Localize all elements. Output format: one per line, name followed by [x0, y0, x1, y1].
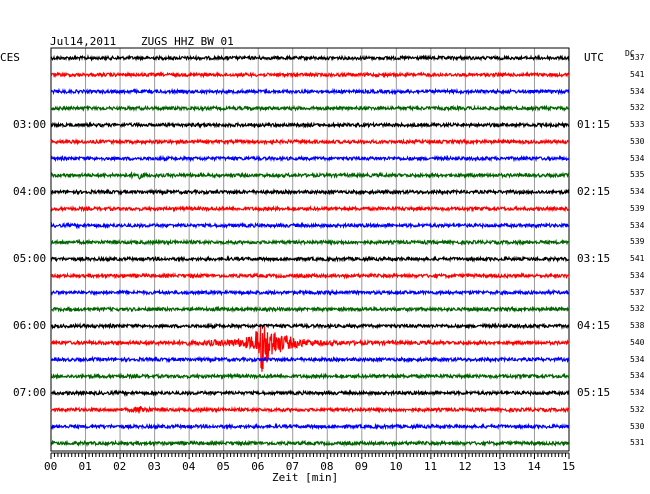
dc-header-label: DC [625, 49, 635, 58]
trace-line [50, 326, 570, 372]
trace-line [50, 439, 570, 448]
station-label: ZUGS HHZ BW 01 [141, 35, 234, 48]
right-hour-label: 03:15 [577, 252, 611, 265]
trace-line [50, 221, 570, 230]
dc-offset-label: 532 [630, 103, 645, 113]
dc-offset-label: 534 [630, 153, 645, 163]
right-hour-label: 02:15 [577, 185, 611, 198]
trace-line [50, 87, 570, 96]
left-hour-label: 03:00 [13, 118, 47, 131]
x-tick-label: 08 [320, 460, 334, 473]
right-hour-label: 05:15 [577, 386, 611, 399]
trace-line [50, 355, 570, 364]
x-tick-label: 07 [285, 460, 299, 473]
dc-offset-label: 534 [630, 220, 645, 230]
trace-line [51, 389, 570, 397]
right-timezone-label: UTC [584, 51, 604, 64]
dc-offset-label: 537 [630, 53, 645, 62]
trace-line [50, 54, 570, 62]
trace-line [50, 322, 570, 330]
x-tick-label: 13 [492, 460, 507, 473]
x-tick-label: 06 [251, 460, 265, 473]
x-tick-label: 10 [389, 460, 403, 473]
dc-offset-label: 537 [630, 287, 645, 297]
trace-line [50, 170, 570, 180]
x-tick-label: 01 [78, 460, 92, 473]
trace-line [50, 188, 570, 196]
right-hour-label: 04:15 [577, 319, 611, 332]
left-hour-label: 05:00 [13, 252, 47, 265]
dc-offset-label: 531 [630, 438, 645, 448]
x-tick-label: 14 [527, 460, 541, 473]
x-tick-label: 09 [354, 460, 369, 473]
dc-offset-label: 534 [630, 270, 645, 280]
trace-line [50, 138, 570, 146]
dc-offset-label: 534 [630, 388, 645, 397]
dc-offset-label: 534 [630, 187, 645, 196]
dc-offset-label: 538 [630, 321, 645, 330]
left-hour-label: 06:00 [13, 319, 47, 332]
time-grid [50, 47, 570, 452]
dc-offset-label: 532 [630, 304, 645, 314]
left-hour-label: 04:00 [13, 185, 47, 198]
time-axis [50, 452, 570, 459]
dc-offset-label: 532 [630, 404, 645, 414]
trace-line [50, 405, 570, 414]
dc-offset-label: 541 [630, 69, 645, 79]
left-hour-label: 07:00 [13, 386, 47, 399]
x-tick-label: 15 [562, 460, 576, 473]
dc-offset-label: 530 [630, 421, 645, 431]
trace-line [50, 238, 570, 247]
dc-offset-label: 534 [630, 86, 645, 96]
seismogram-traces [50, 54, 570, 448]
date-label: Jul14,2011 [50, 35, 117, 48]
trace-line [50, 70, 570, 79]
dc-offset-label: 534 [630, 371, 645, 381]
dc-offset-label: 540 [630, 337, 645, 347]
dc-offset-label: 530 [630, 136, 645, 146]
x-tick-label: 05 [216, 460, 230, 473]
x-tick-label: 02 [113, 460, 127, 473]
trace-line [50, 121, 570, 129]
dc-offset-label: 541 [630, 254, 645, 263]
x-tick-label: 03 [147, 460, 161, 473]
plot-frame [50, 47, 570, 452]
trace-line [50, 271, 570, 280]
dc-offset-label: 539 [630, 203, 645, 213]
x-tick-label: 12 [458, 460, 472, 473]
dc-offset-label: 539 [630, 237, 645, 247]
trace-line [50, 154, 570, 163]
trace-line [50, 288, 570, 297]
dc-offset-label: 534 [630, 354, 645, 364]
right-hour-label: 01:15 [577, 118, 611, 131]
trace-line [50, 204, 569, 213]
dc-offset-label: 533 [630, 120, 645, 129]
x-tick-label: 11 [423, 460, 438, 473]
trace-line [50, 422, 570, 431]
trace-line [50, 255, 570, 263]
trace-line [50, 104, 570, 113]
dc-offset-label: 535 [630, 170, 645, 180]
left-timezone-label: CES [0, 51, 20, 64]
x-tick-label: 00 [44, 460, 58, 473]
trace-line [50, 372, 570, 381]
x-tick-label: 04 [182, 460, 196, 473]
trace-line [50, 305, 570, 313]
x-axis-label: Zeit [min] [272, 471, 339, 484]
